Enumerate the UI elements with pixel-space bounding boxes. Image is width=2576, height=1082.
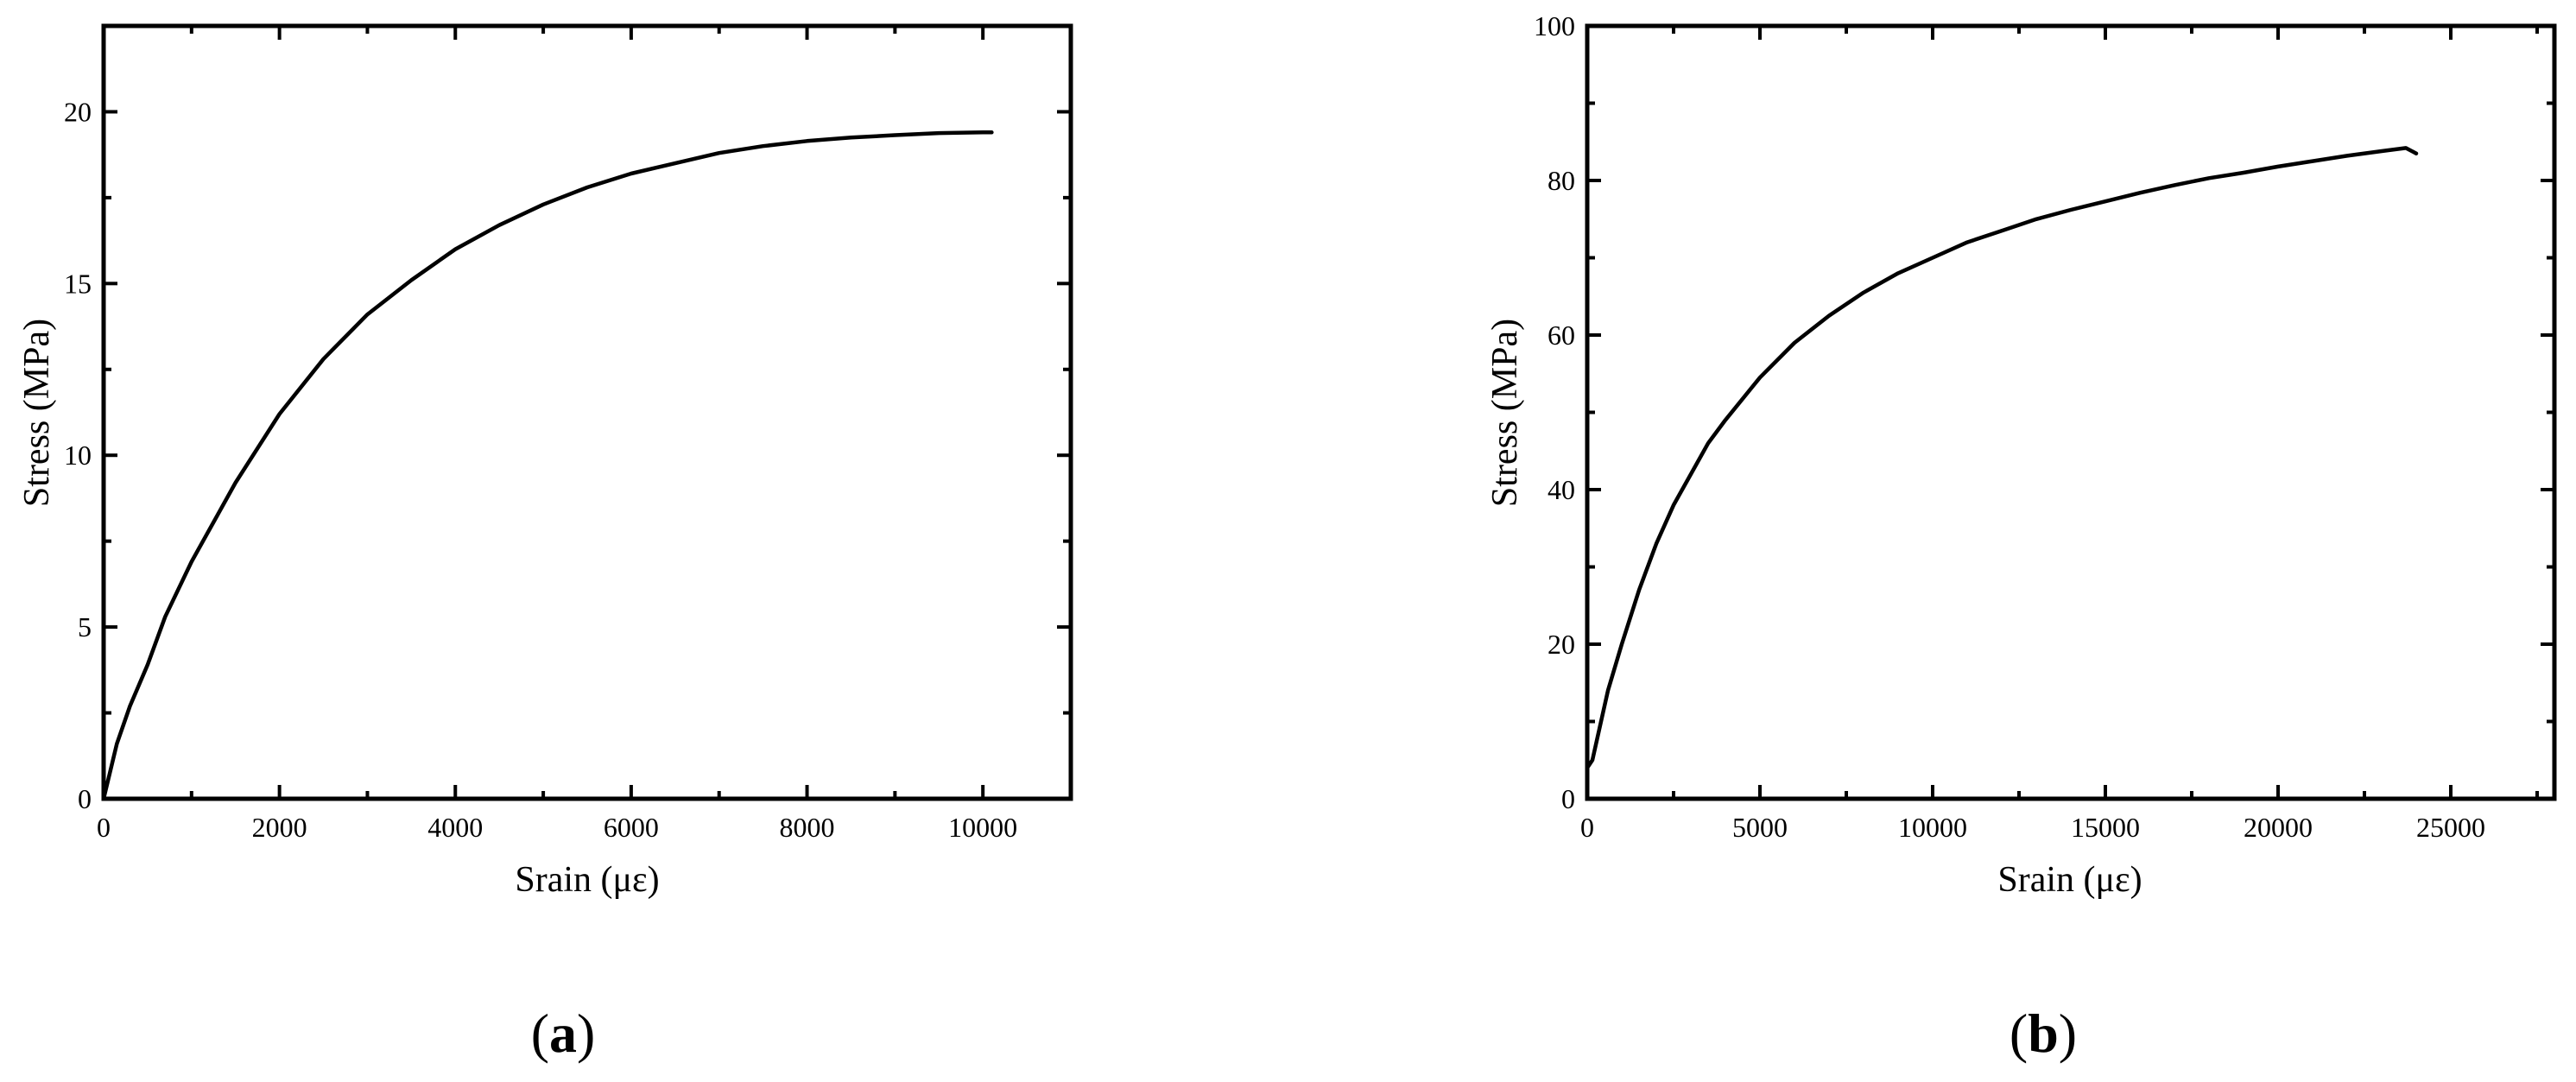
chart-panel-a: 0 2000 4000 6000 8000 10000 0 5 10 15 20 Srain (με… xyxy=(17,23,1073,1064)
y-axis-title-a: Stress (MPa) xyxy=(17,319,57,507)
y-tick-label: 100 xyxy=(1534,10,1575,41)
y-tick-label: 5 xyxy=(78,611,92,642)
y-tick-label: 0 xyxy=(78,783,92,814)
y-tick-label: 0 xyxy=(1561,783,1575,814)
x-tick-label: 2000 xyxy=(252,812,307,843)
panel-label-b: (b) xyxy=(2010,1003,2077,1064)
y-tick-label: 15 xyxy=(64,268,92,299)
x-tick-label: 10000 xyxy=(1898,812,1967,843)
x-axis-title-a: Srain (με) xyxy=(515,860,659,900)
x-tick-label: 4000 xyxy=(427,812,483,843)
y-tick-label: 80 xyxy=(1547,165,1575,196)
plot-frame-a xyxy=(101,23,1073,801)
y-axis-title-b: Stress (MPa) xyxy=(1485,319,1525,507)
stress-strain-curve-b xyxy=(1585,146,2419,770)
axis-ticks-b: 0 5000 10000 15000 20000 25000 0 20 40 60 80 100 xyxy=(1534,10,2554,843)
y-tick-label: 20 xyxy=(1547,629,1575,660)
x-axis-title-b: Srain (με) xyxy=(1997,860,2142,900)
axis-ticks-a: 0 2000 4000 6000 8000 10000 0 5 10 15 20 xyxy=(64,26,1071,843)
x-tick-label: 6000 xyxy=(604,812,659,843)
x-tick-label: 10000 xyxy=(948,812,1017,843)
y-tick-label: 60 xyxy=(1547,320,1575,351)
x-tick-label: 20000 xyxy=(2244,812,2313,843)
x-tick-label: 8000 xyxy=(780,812,835,843)
panel-label-a: (a) xyxy=(531,1003,596,1064)
y-tick-label: 10 xyxy=(64,440,92,471)
stress-strain-curve-a xyxy=(101,130,994,801)
y-tick-label: 40 xyxy=(1547,474,1575,505)
x-tick-label: 0 xyxy=(97,812,111,843)
x-tick-label: 25000 xyxy=(2416,812,2485,843)
y-tick-label: 20 xyxy=(64,96,92,127)
x-tick-label: 0 xyxy=(1580,812,1594,843)
chart-panel-b: 0 5000 10000 15000 20000 25000 0 20 40 60 80 100 Sr… xyxy=(1485,10,2557,1064)
x-tick-label: 5000 xyxy=(1732,812,1788,843)
x-tick-label: 15000 xyxy=(2071,812,2140,843)
